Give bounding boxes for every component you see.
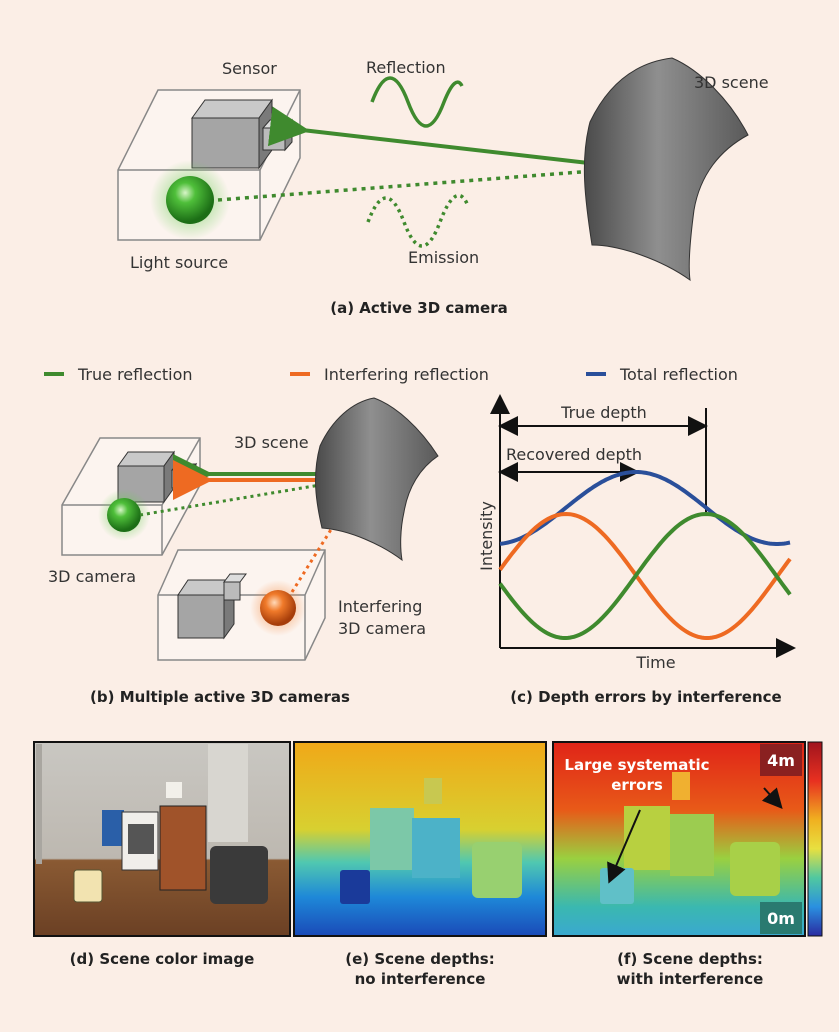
emission-ray	[217, 152, 639, 202]
interfering-emission-ray-b	[290, 479, 364, 593]
emission-ray-b	[139, 476, 363, 517]
photo-window	[208, 744, 248, 842]
depth-e-book-left	[370, 808, 414, 870]
error-arrow-1	[607, 809, 641, 884]
scene-surface-a	[583, 57, 749, 282]
c-ylabel: Intensity	[477, 501, 496, 571]
emission-label: Emission	[408, 248, 479, 267]
depth-colorbar	[807, 741, 823, 937]
legend-total-label: Total reflection	[619, 365, 738, 384]
caption-f-2: with interference	[617, 970, 764, 988]
photo-wall-shadow	[36, 744, 42, 864]
reflection-ray	[267, 106, 633, 170]
panel-c: True depth Recovered depth Intensity Tim…	[477, 394, 796, 706]
caption-b: (b) Multiple active 3D cameras	[90, 688, 350, 706]
caption-e-2: no interference	[355, 970, 486, 988]
photo-mug	[73, 869, 103, 903]
curve-total	[499, 470, 791, 546]
depth-f-chair	[730, 842, 780, 896]
c-xlabel: Time	[635, 653, 675, 672]
recovered-depth-label: Recovered depth	[506, 445, 642, 464]
sensor-label: Sensor	[222, 59, 277, 78]
emission-wave	[366, 193, 470, 248]
photo-chair	[210, 846, 268, 904]
interfering-label-2: 3D camera	[338, 619, 426, 638]
depth-e-chair	[472, 842, 522, 898]
reflection-label: Reflection	[366, 58, 446, 77]
photo-book-image	[128, 824, 154, 854]
interfering-sensor-icon	[177, 573, 247, 640]
photo-book-brown	[159, 805, 207, 891]
depth-e-mug	[340, 870, 370, 904]
photo-lamp	[166, 782, 182, 798]
depth-f-lamp	[672, 772, 690, 800]
scene-label-b: 3D scene	[234, 433, 309, 452]
panel-b: 3D scene 3D camera Interfering 3D camera…	[48, 397, 439, 706]
scale-min-box	[760, 902, 802, 934]
panel-a: Sensor Reflection 3D scene Light source …	[117, 57, 769, 317]
depth-f-book-left	[624, 806, 670, 870]
depth-f-book-right	[670, 814, 714, 876]
curve-interfering	[498, 511, 792, 640]
interfering-label-1: Interfering	[338, 597, 422, 616]
caption-e-1: (e) Scene depths:	[345, 950, 494, 968]
caption-a: (a) Active 3D camera	[330, 299, 508, 317]
error-annotation-1: Large systematic	[564, 756, 709, 774]
panel-d: (d) Scene color image	[33, 741, 291, 968]
scale-min-label: 0m	[767, 909, 795, 928]
scale-max-box	[760, 744, 802, 776]
panel-f: Large systematic errors 4m 0m (f) Scene …	[552, 741, 823, 988]
caption-d: (d) Scene color image	[70, 950, 255, 968]
photo-book-blue	[102, 810, 124, 846]
camera-light-b-icon	[98, 489, 150, 541]
depth-f-mug	[600, 868, 634, 904]
camera-label-b: 3D camera	[48, 567, 136, 586]
legend-interfering-label: Interfering reflection	[324, 365, 489, 384]
legend-true-label: True reflection	[77, 365, 193, 384]
panel-e: (e) Scene depths: no interference	[293, 741, 547, 988]
light-source-label: Light source	[130, 253, 228, 272]
light-source-icon	[150, 160, 230, 240]
caption-c: (c) Depth errors by interference	[510, 688, 781, 706]
scale-max-label: 4m	[767, 751, 795, 770]
error-annotation-2: errors	[611, 776, 663, 794]
interfering-light-icon	[250, 580, 306, 636]
depth-e-lamp	[424, 778, 442, 804]
true-depth-label: True depth	[560, 403, 647, 422]
depth-e-book-right	[412, 818, 460, 878]
curve-true	[498, 511, 792, 640]
error-arrow-2	[761, 787, 783, 809]
reflection-wave	[370, 76, 464, 128]
legend: True reflection Interfering reflection T…	[44, 365, 738, 384]
caption-f-1: (f) Scene depths:	[617, 950, 763, 968]
scene-label-a: 3D scene	[694, 73, 769, 92]
scene-surface-b	[315, 397, 439, 562]
